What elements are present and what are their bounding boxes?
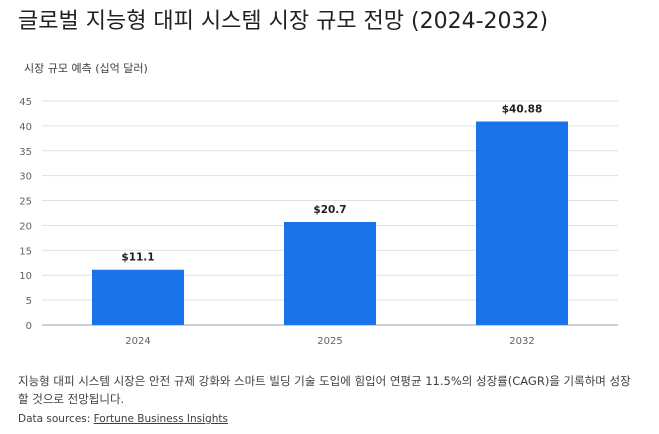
y-tick-label: 35 — [19, 147, 32, 158]
y-tick-label: 20 — [19, 221, 32, 232]
chart-title: 글로벌 지능형 대피 시스템 시장 규모 전망 (2024-2032) — [18, 9, 549, 34]
data-label: $11.1 — [121, 252, 154, 264]
y-tick-label: 0 — [26, 321, 32, 332]
bar — [284, 221, 376, 325]
x-tick-label: 2032 — [509, 336, 534, 347]
x-tick-label: 2025 — [317, 336, 342, 347]
y-tick-label: 5 — [26, 296, 32, 307]
data-source-link[interactable]: Fortune Business Insights — [93, 413, 228, 425]
data-sources-prefix: Data sources: — [18, 413, 91, 425]
y-tick-label: 10 — [19, 271, 32, 282]
x-tick-label: 2024 — [125, 336, 150, 347]
y-tick-label: 30 — [19, 172, 32, 183]
bar — [476, 121, 568, 325]
y-axis-label: 시장 규모 예측 (십억 달러) — [24, 62, 148, 75]
chart-caption: 지능형 대피 시스템 시장은 안전 규제 강화와 스마트 빌딩 기술 도입에 힘… — [18, 374, 631, 406]
data-label: $40.88 — [502, 104, 543, 116]
bar-chart: 051015202530354045$11.12024$20.72025$40.… — [19, 97, 618, 347]
y-tick-label: 15 — [19, 246, 32, 257]
data-label: $20.7 — [313, 204, 346, 216]
bar — [92, 269, 184, 325]
y-tick-label: 40 — [19, 122, 32, 133]
y-tick-label: 25 — [19, 197, 32, 208]
data-sources: Data sources: Fortune Business Insights — [18, 413, 228, 425]
y-tick-label: 45 — [19, 97, 32, 108]
